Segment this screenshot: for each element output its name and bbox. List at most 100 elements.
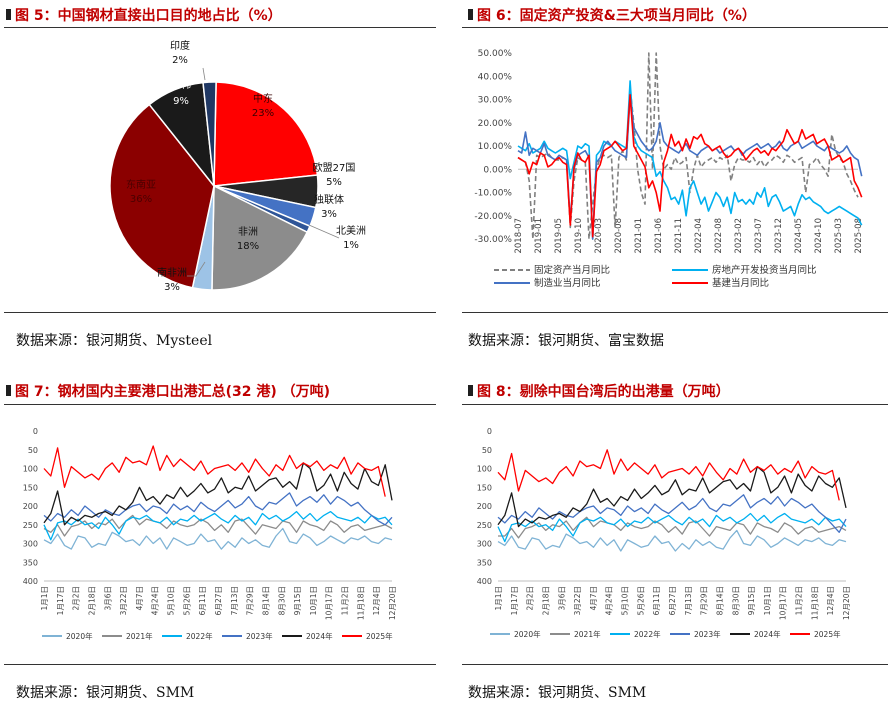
x-tick-label: 1月17日 <box>510 586 519 615</box>
x-tick-label: 10月17日 <box>779 586 788 620</box>
x-tick-label: 1月1日 <box>40 586 49 611</box>
x-tick-label: 2018-07 <box>514 218 524 254</box>
fig5-pie-chart: 中东 23% 欧盟27国 5% 独联体 3% 北美洲 1% 非洲 18% 南非洲 3% 东南亚 36% 日韩… <box>109 39 366 293</box>
x-tick-label: 5月10日 <box>621 586 630 615</box>
x-tick-label: 2021-01 <box>634 218 644 254</box>
x-tick-label: 2022-08 <box>714 218 724 254</box>
x-tick-label: 2月18日 <box>541 586 550 615</box>
legend-label-1: 2021年 <box>574 629 601 639</box>
slice-pct-4: 18% <box>237 241 259 252</box>
y-tick-label: 50 <box>28 446 38 455</box>
slice-pct-2: 3% <box>321 209 337 220</box>
slice-label-8: 印度 <box>170 39 190 52</box>
fig6-top-rule <box>462 27 888 28</box>
title-marker-icon <box>6 9 11 20</box>
legend-label-0: 固定资产当月同比 <box>534 264 610 276</box>
legend-label-0: 2020年 <box>514 629 541 639</box>
slice-pct-8: 2% <box>172 55 188 66</box>
y-tick-label: 50 <box>482 446 492 455</box>
fig6-source: 数据来源：银河期货、富宝数据 <box>468 333 664 349</box>
slice-pct-1: 5% <box>326 177 342 188</box>
x-tick-label: 3月6日 <box>557 586 566 611</box>
x-tick-label: 2022-04 <box>694 218 704 254</box>
y-tick-label: 100 <box>23 465 38 474</box>
x-tick-label: 5月26日 <box>182 586 191 615</box>
series-line-4 <box>497 465 847 528</box>
fig5-bottom-rule <box>4 312 436 313</box>
slice-pct-5: 3% <box>164 282 180 293</box>
x-tick-label: 10月1日 <box>763 586 772 615</box>
fig6-title-text: 图 6：固定资产投资&三大项当月同比（%） <box>477 8 756 24</box>
series-line-5 <box>43 445 386 497</box>
x-tick-label: 11月2日 <box>795 586 804 615</box>
x-tick-label: 7月13日 <box>230 586 239 615</box>
pie-slice-8 <box>202 81 217 187</box>
series-line-5 <box>497 449 840 501</box>
slice-label-1: 欧盟27国 <box>313 162 356 174</box>
x-tick-label: 2023-02 <box>734 218 744 254</box>
fig5-top-rule <box>4 27 436 28</box>
y-tick-label: 30.00% <box>478 96 513 106</box>
y-tick-label: 150 <box>23 483 38 492</box>
x-tick-label: 11月18日 <box>356 586 365 620</box>
x-tick-label: 2020-03 <box>594 218 604 254</box>
y-tick-label: 0.00% <box>483 165 512 175</box>
x-tick-label: 12月20日 <box>842 586 851 620</box>
y-tick-label: 300 <box>477 540 492 549</box>
fig6-title: 图 6：固定资产投资&三大项当月同比（%） <box>468 5 756 25</box>
legend-label-2: 制造业当月同比 <box>534 277 601 289</box>
y-tick-label: 10.00% <box>478 142 513 152</box>
y-tick-label: 0 <box>487 427 492 436</box>
legend-label-5: 2025年 <box>366 631 393 641</box>
slice-pct-0: 23% <box>252 108 274 119</box>
y-tick-label: -20.00% <box>474 212 512 222</box>
x-tick-label: 4月24日 <box>605 586 614 615</box>
x-tick-label: 3月22日 <box>119 586 128 615</box>
legend-label-1: 2021年 <box>126 631 153 641</box>
x-tick-label: 2月2日 <box>526 586 535 611</box>
x-tick-label: 8月30日 <box>277 586 286 615</box>
x-tick-label: 2024-10 <box>814 218 824 254</box>
fig8-bottom-rule <box>462 664 888 665</box>
x-tick-label: 12月4日 <box>372 586 381 615</box>
y-tick-label: 250 <box>23 521 38 530</box>
x-tick-label: 7月29日 <box>246 586 255 615</box>
slice-pct-7: 9% <box>173 96 189 107</box>
x-tick-label: 2月2日 <box>72 586 81 611</box>
legend-label-3: 2023年 <box>246 631 273 641</box>
x-tick-label: 5月26日 <box>636 586 645 615</box>
x-tick-label: 4月24日 <box>151 586 160 615</box>
x-tick-label: 1月1日 <box>494 586 503 611</box>
legend-label-3: 2023年 <box>694 629 721 639</box>
series-line-0 <box>497 529 847 552</box>
fig8-top-rule <box>462 404 888 405</box>
y-tick-label: 350 <box>477 558 492 567</box>
fig7-top-rule <box>4 404 436 405</box>
fig5-source: 数据来源：银河期货、Mysteel <box>16 333 213 349</box>
x-tick-label: 2024-05 <box>794 218 804 254</box>
title-marker-icon <box>468 9 473 20</box>
leader-line-5 <box>187 261 206 277</box>
y-tick-label: 100 <box>477 465 492 474</box>
legend-label-4: 2024年 <box>754 629 781 639</box>
legend-label-0: 2020年 <box>66 631 93 641</box>
x-tick-label: 12月20日 <box>388 586 397 620</box>
fig7-source: 数据来源：银河期货、SMM <box>16 685 195 701</box>
x-tick-label: 2025-03 <box>834 218 844 254</box>
y-tick-label: -30.00% <box>474 235 512 245</box>
y-tick-label: 20.00% <box>478 119 513 129</box>
series-line-2 <box>43 510 393 541</box>
x-tick-label: 4月7日 <box>589 586 598 611</box>
x-tick-label: 7月29日 <box>700 586 709 615</box>
slice-label-6: 东南亚 <box>126 178 156 191</box>
x-tick-label: 5月10日 <box>167 586 176 615</box>
series-line-3 <box>497 494 847 533</box>
x-tick-label: 8月30日 <box>731 586 740 615</box>
slice-label-7: 日韩 <box>171 78 191 91</box>
fig5-title: 图 5：中国钢材直接出口目的地占比（%） <box>6 5 282 25</box>
x-tick-label: 8月14日 <box>261 586 270 615</box>
fig7-title-text: 图 7：钢材国内主要港口出港汇总(32 港) （万吨) <box>15 384 331 400</box>
series-line-0 <box>43 527 393 550</box>
y-tick-label: 400 <box>23 577 38 586</box>
x-tick-label: 6月27日 <box>214 586 223 615</box>
